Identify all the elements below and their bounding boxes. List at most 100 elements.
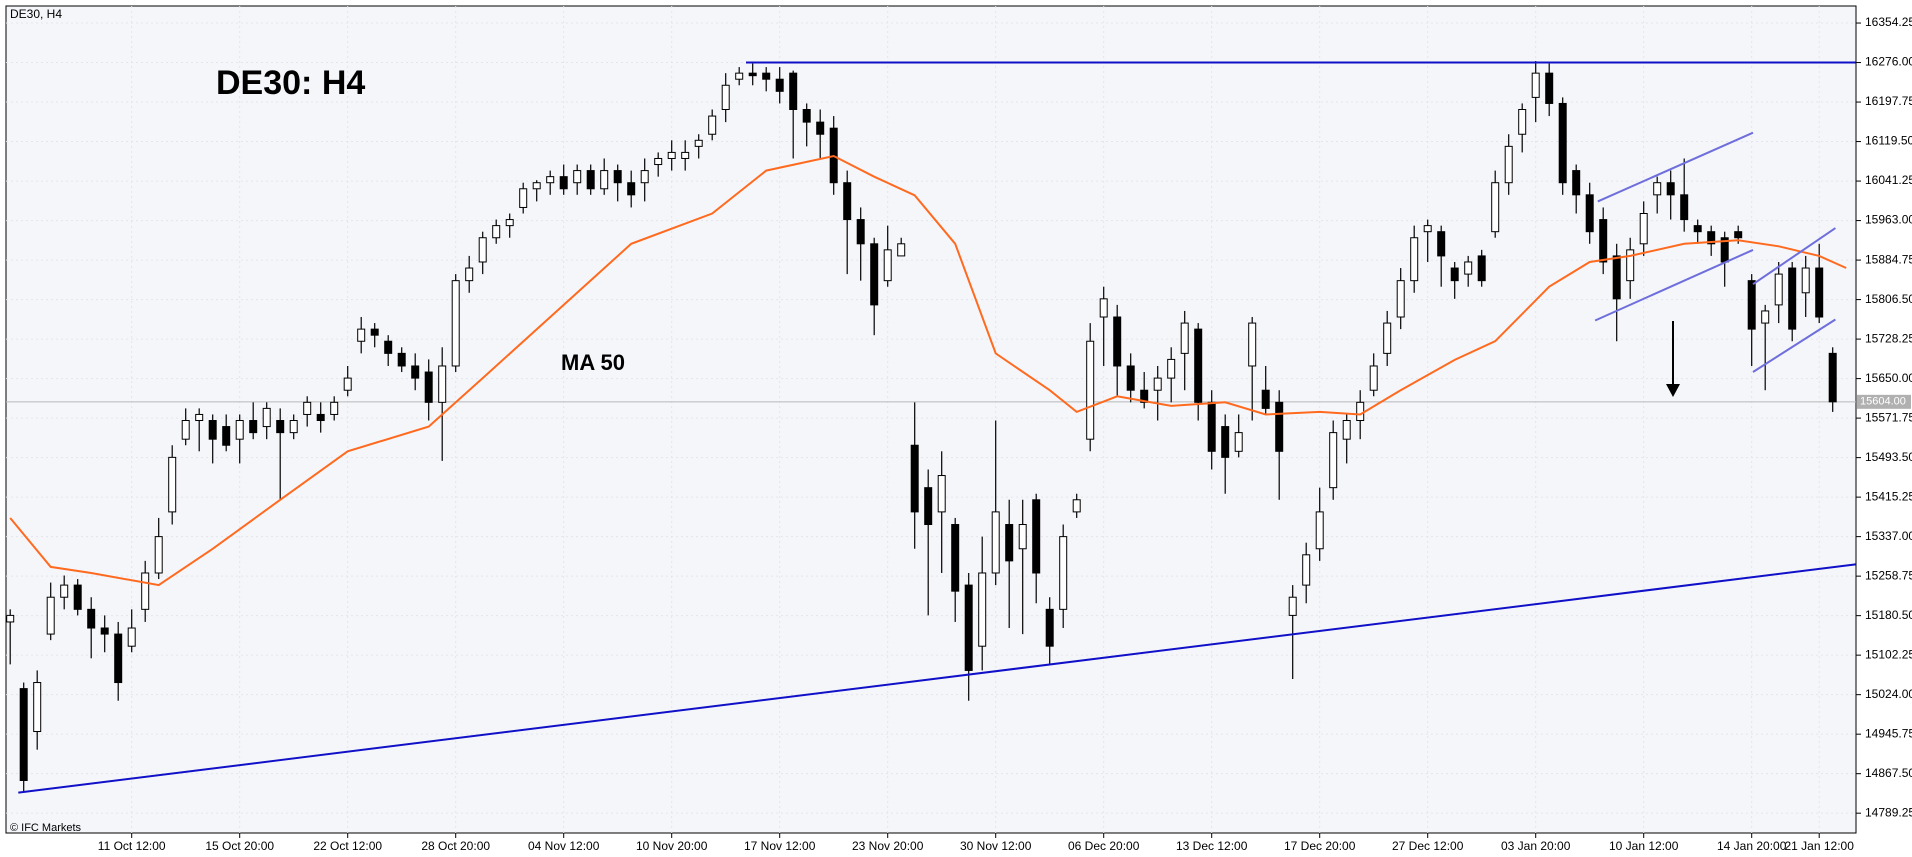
x-tick-label: 03 Jan 20:00: [1501, 839, 1571, 853]
candle-body: [33, 682, 42, 733]
candle-body: [289, 420, 298, 434]
candle-body: [87, 608, 96, 629]
candle-body: [1693, 225, 1702, 233]
x-tick-label: 15 Oct 20:00: [205, 839, 274, 853]
ma-label: MA 50: [561, 350, 625, 375]
candle-body: [1369, 365, 1378, 391]
candle-body: [154, 536, 163, 574]
candle-body: [573, 170, 582, 184]
candle-body: [843, 182, 852, 221]
candle-body: [1491, 182, 1500, 233]
candle-body: [1342, 420, 1351, 440]
y-tick-label: 15024.00: [1865, 687, 1912, 701]
candle-body: [1329, 432, 1338, 489]
candle-body: [1410, 237, 1419, 282]
candle-body: [370, 328, 379, 336]
candle-body: [505, 219, 514, 227]
y-tick-label: 15258.75: [1865, 568, 1912, 582]
candle-body: [897, 243, 906, 257]
candle-body: [978, 572, 987, 647]
candle-body: [1801, 267, 1810, 294]
x-tick-label: 21 Jan 12:00: [1784, 839, 1854, 853]
candle-body: [1477, 255, 1486, 282]
candle-body: [1572, 170, 1581, 196]
candle-body: [1288, 596, 1297, 616]
candle-body: [1815, 267, 1824, 318]
candle-body: [492, 225, 501, 239]
y-tick-label: 16276.00: [1865, 55, 1912, 69]
candle-body: [1356, 401, 1365, 422]
candle-body: [1707, 231, 1716, 245]
symbol-label: DE30, H4: [10, 7, 62, 21]
candle-body: [1626, 249, 1635, 282]
candle-body: [559, 176, 568, 190]
candle-body: [1167, 358, 1176, 379]
chart-title: DE30: H4: [216, 64, 365, 102]
candle-body: [1558, 102, 1567, 184]
candle-body: [1437, 231, 1446, 257]
x-tick-label: 23 Nov 20:00: [852, 839, 924, 853]
candle-body: [883, 249, 892, 282]
candle-body: [991, 511, 1000, 574]
y-tick-label: 16197.75: [1865, 94, 1912, 108]
candle-body: [532, 182, 541, 190]
candle-body: [546, 176, 555, 184]
candle-body: [708, 115, 717, 135]
x-tick-label: 14 Jan 20:00: [1717, 839, 1787, 853]
candle-body: [357, 328, 366, 342]
candle-body: [1234, 432, 1243, 452]
x-tick-label: 17 Dec 20:00: [1284, 839, 1356, 853]
candle-body: [1099, 298, 1108, 318]
candle-body: [114, 633, 123, 684]
candle-body: [1180, 322, 1189, 354]
y-tick-label: 15806.50: [1865, 292, 1912, 306]
candle-body: [762, 72, 771, 80]
candle-body: [775, 78, 784, 92]
candle-body: [1153, 377, 1162, 391]
y-tick-label: 16041.25: [1865, 173, 1912, 187]
candle-body: [802, 109, 811, 123]
marks: [6, 61, 1856, 794]
candle-body: [424, 371, 433, 403]
candle-body: [654, 157, 663, 166]
candle-body: [168, 456, 177, 513]
candle-body: [1396, 280, 1405, 318]
candle-body: [1194, 328, 1203, 403]
candle-body: [600, 170, 609, 190]
y-tick-label: 15180.50: [1865, 608, 1912, 622]
last-price-label: 15604.00: [1860, 396, 1906, 408]
candle-body: [19, 688, 28, 781]
candle-body: [1599, 219, 1608, 263]
candle-body: [6, 614, 15, 623]
last-price-box: [1857, 394, 1911, 409]
trend-line: [18, 563, 1856, 794]
candle-body: [478, 237, 487, 263]
moving-average: [9, 154, 1847, 587]
arrow-head: [1666, 384, 1680, 397]
y-tick-label: 15571.75: [1865, 410, 1912, 424]
candle-body: [1747, 280, 1756, 330]
candle-body: [1383, 322, 1392, 354]
candle-body: [1032, 499, 1041, 574]
y-tick-label: 15102.25: [1865, 647, 1912, 661]
candle-body: [613, 170, 622, 184]
candle-body: [721, 84, 730, 111]
candle-body: [1612, 255, 1621, 300]
candle-body: [1275, 401, 1284, 452]
plot-area: [5, 5, 1857, 834]
candle-body: [60, 584, 69, 598]
candle-body: [1140, 389, 1149, 403]
y-tick-label: 15728.25: [1865, 331, 1912, 345]
candle-body: [1518, 109, 1527, 135]
candle-body: [1828, 352, 1837, 403]
y-tick-label: 14945.75: [1865, 726, 1912, 740]
x-tick-label: 10 Jan 12:00: [1609, 839, 1679, 853]
candle-body: [1504, 145, 1513, 184]
candle-body: [735, 72, 744, 80]
candle-body: [1531, 72, 1540, 98]
candle-body: [586, 170, 595, 190]
candle-body: [303, 401, 312, 415]
candle-body: [1639, 213, 1648, 245]
